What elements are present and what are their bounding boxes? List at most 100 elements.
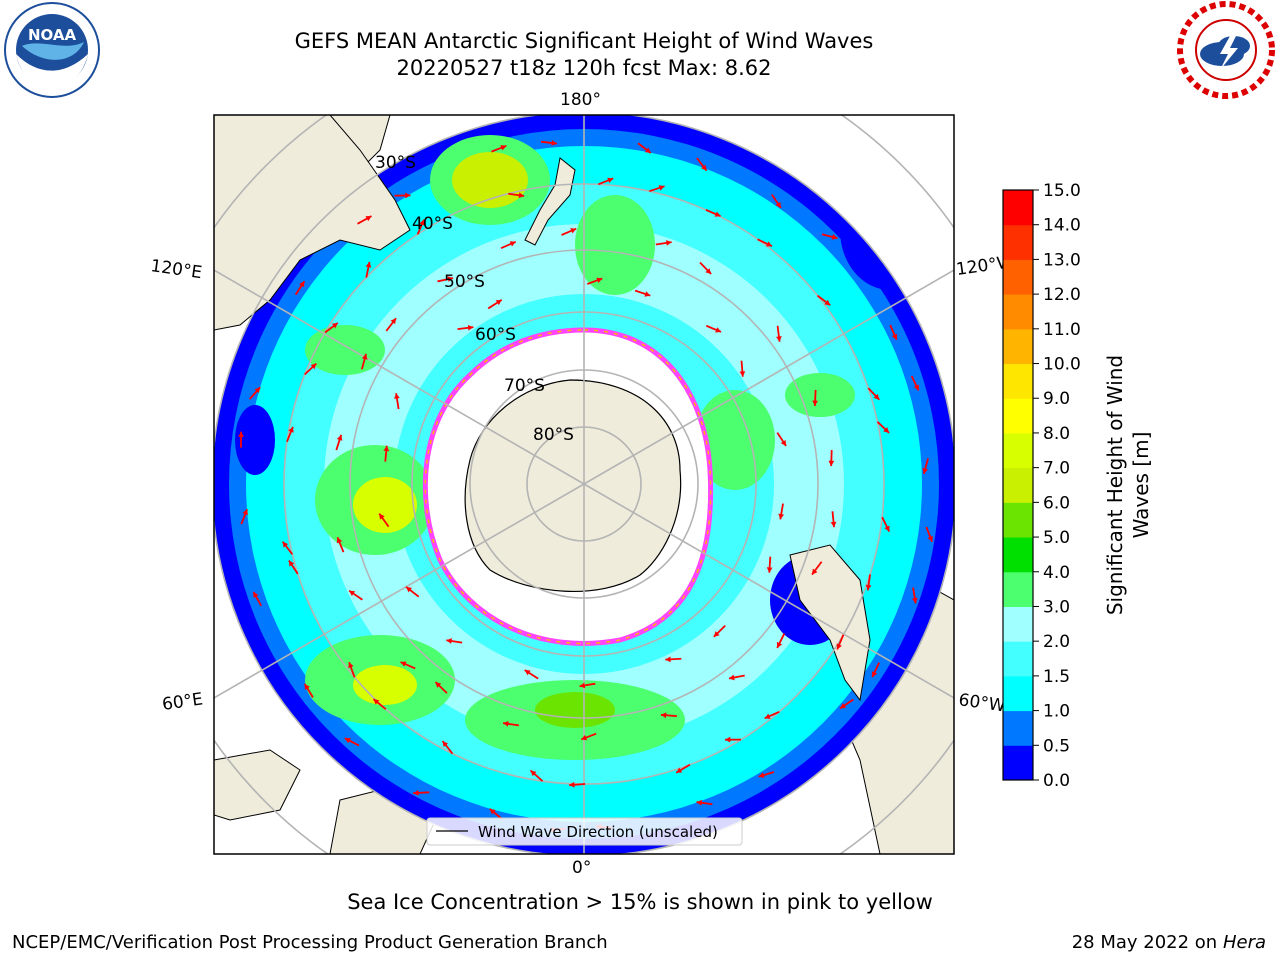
wave-direction-arrowhead [446,638,452,644]
colorbar-tick-label: 5.0 [1043,528,1070,548]
colorbar-segment [1003,710,1033,746]
colorbar: 0.0 0.5 1.0 1.5 2.0 3.0 4.0 5.0 6.0 7.0 8.0 9.0 10.0… [1002,181,1081,791]
lon-label-0: 0° [572,858,591,878]
map-border [213,114,955,855]
colorbar-segment [1003,363,1033,399]
colorbar-segment [1003,467,1033,503]
colorbar-tick-label: 9.0 [1043,389,1070,409]
wave-direction-arrowhead [435,682,442,688]
wave-direction-arrowhead [922,468,929,474]
colorbar-tick-label: 10.0 [1043,355,1081,375]
wave-direction-arrowhead [242,509,248,516]
wave-direction-arrowhead [883,427,890,433]
wave-direction-arrowhead [405,192,411,199]
lat-label-70s: 70°S [504,376,545,396]
wave-direction-arrowhead [811,568,818,575]
wave-direction-arrowhead [715,327,722,333]
footer-date-text: 28 May 2022 on [1071,932,1218,953]
chart-title: GEFS MEAN Antarctic Significant Height o… [294,29,874,53]
noaa-logo: NOAA [4,2,100,98]
wave-direction-arrowhead [419,219,425,226]
wave-direction-arrowhead [489,808,496,815]
wave-direction-arrowhead [344,738,351,744]
colorbar-segment [1003,224,1033,260]
colorbar-tick-label: 4.0 [1043,563,1070,583]
wave-direction-arrowhead [447,276,454,282]
lat-label-80s: 80°S [533,425,574,445]
colorbar-label-line1: Significant Height of Wind [1103,354,1127,616]
wave-direction-arrowhead [288,426,294,433]
wave-direction-arrowhead [581,734,588,741]
wave-direction-arrowhead [467,324,474,331]
wave-direction-arrowhead [728,674,735,681]
map-frame-area: Wind Wave Direction (unscaled) [214,115,954,854]
wave-direction-arrowhead [349,590,356,597]
wave-direction-arrowhead [865,584,872,591]
wave-direction-arrowhead [500,145,507,151]
wave-direction-arrowhead [830,521,837,528]
wave-direction-arrowhead [400,661,407,667]
colorbar-tick-label: 7.0 [1043,459,1070,479]
map-legend: Wind Wave Direction (unscaled) [426,817,743,846]
lon-label-60w: 60°W [957,690,1006,716]
wave-direction-arrowhead [299,281,305,288]
wave-direction-arrowhead [828,460,835,467]
wave-direction-arrowhead [644,147,651,154]
wave-direction-arrowhead [495,299,502,306]
colorbar-tick-label: 6.0 [1043,493,1070,513]
wave-direction-arrowhead [336,537,343,544]
colorbar-tick-label: 0.5 [1043,736,1070,756]
wave-direction-arrowhead [413,790,419,796]
wave-direction-arrowhead [579,682,586,689]
wave-direction-arrowhead [304,683,310,690]
wave-direction-arrowhead [705,268,712,275]
colorbar-tick-label: 11.0 [1043,320,1081,340]
wave-direction-arrowhead [766,567,773,573]
colorbar-segment [1003,745,1033,781]
wave-direction-arrowhead [891,333,898,340]
colorbar-segment [1003,432,1033,469]
wave-direction-arrowhead [569,781,575,788]
wave-direction-arrowhead [288,560,295,567]
wave-direction-arrowhead [766,241,773,247]
wave-direction-arrowhead [758,772,765,778]
wave-direction-arrowhead [696,799,703,806]
wave-direction-arrowhead [238,431,244,437]
wave-direction-arrowhead [394,393,400,399]
colorbar-tick-label: 3.0 [1043,597,1070,617]
wave-direction-arrowhead [840,703,847,709]
wave-direction-arrowhead [676,767,683,773]
wave-direction-arrowhead [701,164,707,171]
footer-date: 28 May 2022 on Hera [1072,932,1266,953]
wave-direction-arrowhead [254,387,261,394]
wave-direction-arrowhead [373,699,380,705]
wave-direction-arrowhead [824,299,831,306]
colorbar-segment [1003,606,1033,642]
wave-direction-arrowhead [725,736,731,743]
wave-direction-arrowhead [660,712,667,719]
noaa-logo-text: NOAA [28,26,77,44]
wave-direction-arrowhead [331,322,338,329]
nws-logo [1177,1,1275,99]
wave-direction-arrowhead [607,177,614,184]
colorbar-segment [1003,190,1033,226]
meridians [214,115,954,854]
wave-direction-arrowhead [873,393,880,400]
wave-direction-arrowhead [713,631,720,637]
colorbar-segment [1003,328,1033,365]
wave-direction-arrowhead [775,201,781,208]
wave-direction-arrowhead [551,140,557,146]
wave-direction-arrowhead [780,439,787,446]
colorbar-tick-label: 12.0 [1043,285,1081,305]
colorbar-segment [1003,537,1033,573]
lon-label-120e: 120°E [149,256,203,283]
colorbar-segment [1003,502,1033,538]
wave-direction-arrowhead [776,641,783,648]
colorbar-tick-label: 8.0 [1043,424,1070,444]
wave-direction-arrowhead [348,662,354,669]
legend-label: Wind Wave Direction (unscaled) [478,823,718,841]
colorbar-segment [1003,259,1033,295]
wave-direction-arrowhead [390,318,397,325]
wave-direction-arrowhead [665,656,671,663]
